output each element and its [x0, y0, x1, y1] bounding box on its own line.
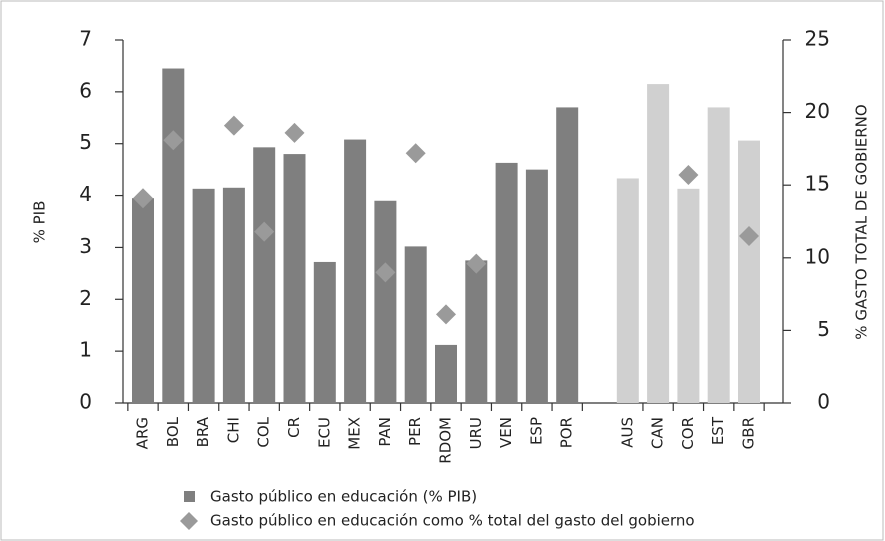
x-tick-label: RDOM: [437, 417, 455, 464]
y2-tick-label: 5: [817, 317, 830, 341]
bar: [162, 68, 185, 404]
y-tick-label: 5: [79, 130, 92, 154]
bar: [374, 200, 397, 403]
y2-tick-label: 25: [805, 27, 830, 51]
y-tick-label: 2: [79, 286, 92, 310]
x-tick-label: CHI: [224, 417, 242, 443]
bar: [707, 107, 730, 404]
y2-tick-label: 20: [805, 99, 830, 123]
bar: [738, 140, 760, 404]
legend-label: Gasto público en educación (% PIB): [210, 488, 477, 506]
bar: [344, 139, 367, 403]
bar: [132, 198, 154, 403]
x-tick-label: COL: [255, 416, 273, 447]
diamond-marker: [405, 143, 426, 164]
x-tick-label: EST: [709, 416, 727, 445]
bar: [616, 178, 639, 403]
bar: [495, 162, 518, 403]
diamond-marker: [739, 226, 759, 247]
bar: [435, 344, 457, 403]
y2-tick-label: 15: [805, 172, 830, 196]
y-tick-label: 7: [79, 27, 92, 51]
x-tick-label: COR: [679, 417, 697, 450]
bar: [313, 261, 336, 403]
x-tick-label: ECU: [315, 417, 333, 448]
x-tick-label: MEX: [346, 417, 364, 450]
x-tick-label: ESP: [527, 417, 545, 445]
bar: [556, 107, 579, 404]
legend-label: Gasto público en educación como % total …: [210, 512, 695, 530]
diamond-marker: [678, 165, 699, 186]
y2-tick-label: 10: [805, 244, 830, 268]
bar: [525, 169, 548, 403]
x-tick-label: ARG: [134, 417, 152, 449]
diamond-marker: [375, 262, 396, 283]
x-tick-label: CAN: [649, 417, 667, 449]
diamond-marker: [466, 253, 487, 274]
x-tick-label: PER: [406, 417, 424, 446]
diamond-marker: [436, 304, 456, 325]
y-tick-label: 1: [79, 338, 92, 362]
x-tick-label: PAN: [376, 417, 394, 447]
diamond-marker: [163, 130, 184, 151]
x-tick-label: URU: [467, 417, 485, 449]
y-tick-label: 3: [79, 234, 92, 258]
y2-axis-label: % GASTO TOTAL DE GOBIERNO: [853, 104, 871, 339]
bar: [465, 260, 488, 403]
x-tick-label: VEN: [497, 417, 515, 448]
diamond-marker: [254, 221, 275, 242]
diamond-marker: [133, 188, 153, 209]
bar: [283, 154, 306, 403]
bar: [677, 188, 700, 403]
bar: [404, 246, 427, 403]
x-tick-label: AUS: [618, 417, 636, 448]
y-tick-label: 0: [79, 390, 92, 414]
x-tick-label: BOL: [164, 416, 182, 447]
bar: [192, 188, 215, 403]
y2-tick-label: 0: [817, 390, 830, 414]
diamond-marker: [223, 115, 244, 136]
bar: [647, 84, 670, 403]
y-tick-label: 6: [79, 78, 92, 102]
x-tick-label: BRA: [194, 416, 212, 447]
bar: [253, 147, 276, 403]
legend-swatch: [180, 512, 198, 530]
x-tick-label: CR: [285, 417, 303, 438]
x-tick-label: POR: [558, 417, 576, 448]
x-tick-label: GBR: [740, 417, 758, 449]
bar: [222, 187, 245, 403]
y-axis-label: % PIB: [31, 201, 49, 244]
legend-swatch: [184, 491, 195, 502]
diamond-marker: [284, 122, 305, 143]
y-tick-label: 4: [79, 182, 92, 206]
